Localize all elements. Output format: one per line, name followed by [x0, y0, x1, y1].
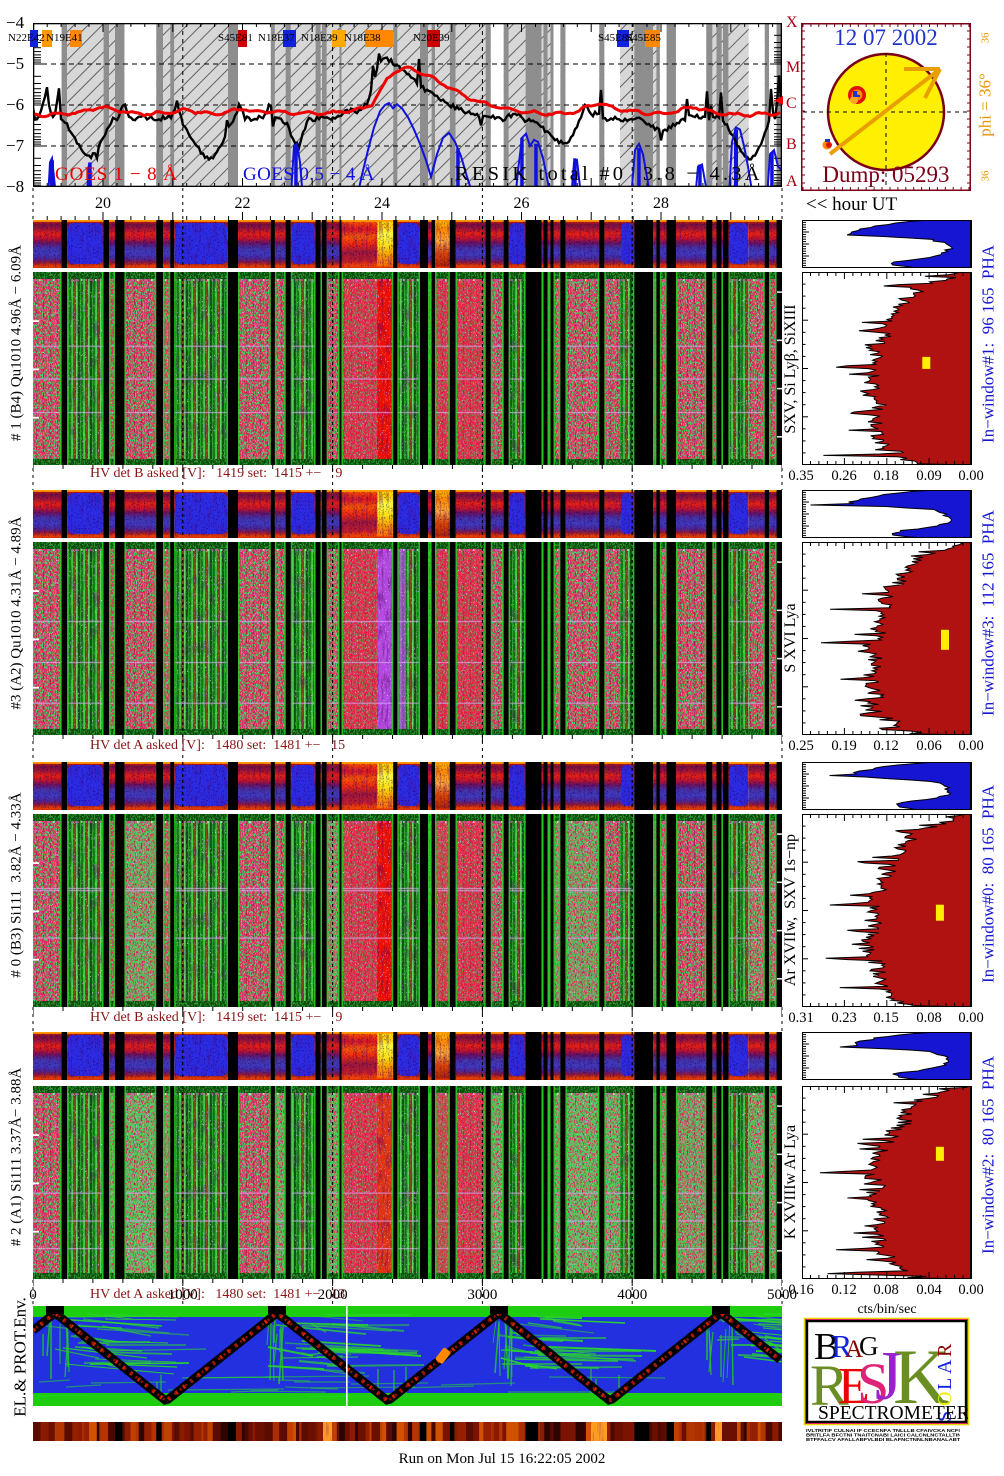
svg-text:G: G [859, 1331, 879, 1361]
svg-text:R: R [810, 1353, 849, 1418]
svg-text:A: A [934, 1359, 956, 1374]
svg-text:E: E [838, 1358, 870, 1415]
svg-text:B: B [814, 1326, 839, 1368]
svg-text:S: S [934, 1411, 956, 1422]
svg-text:R: R [831, 1328, 853, 1364]
svg-text:S: S [857, 1351, 889, 1416]
svg-text:O: O [934, 1392, 956, 1406]
svg-text:R: R [934, 1343, 956, 1357]
svg-text:SPECTROMETER: SPECTROMETER [818, 1403, 968, 1424]
svg-text:K: K [893, 1333, 949, 1420]
svg-text:J: J [875, 1338, 902, 1415]
svg-text:A: A [845, 1336, 863, 1363]
svg-text:L: L [934, 1378, 956, 1390]
